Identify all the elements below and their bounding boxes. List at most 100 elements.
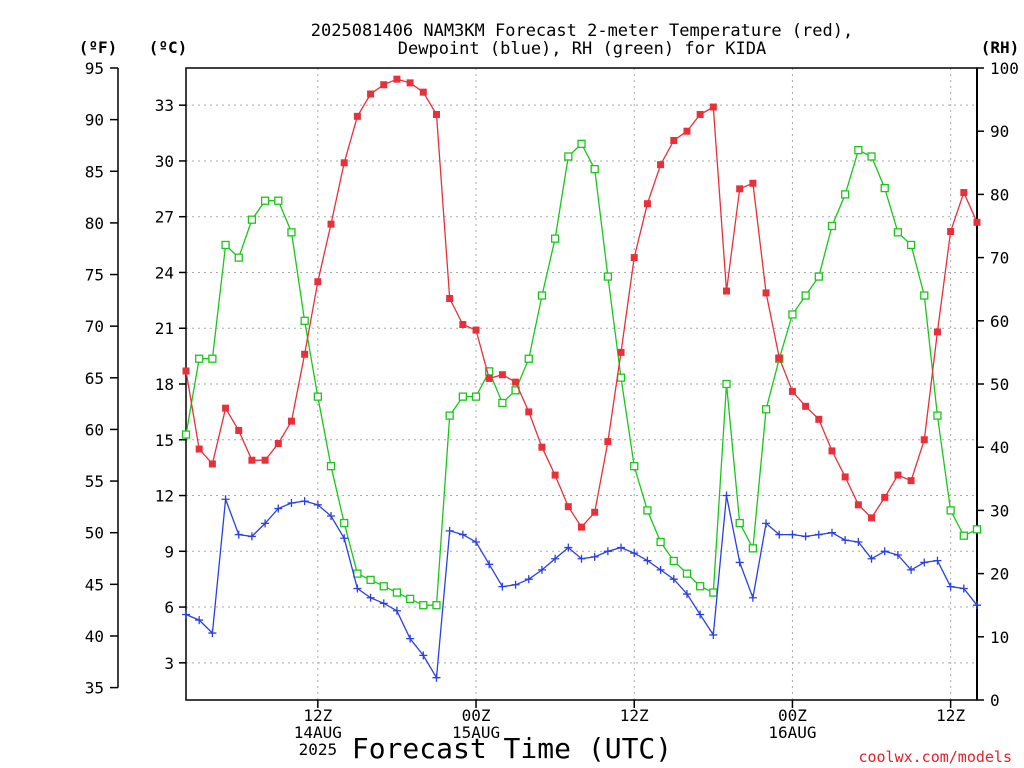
fahrenheit-axis-unit: (ºF)	[79, 38, 118, 57]
dewpoint-point	[775, 530, 784, 539]
rh-tick-label: 90	[990, 122, 1009, 141]
dewpoint-point	[366, 593, 375, 602]
fahrenheit-tick-label: 45	[85, 575, 104, 594]
rh-point	[392, 588, 402, 597]
celsius-tick-label: 3	[164, 654, 174, 673]
temperature-point	[353, 112, 361, 120]
dewpoint-point	[696, 610, 705, 619]
dewpoint-point	[327, 511, 336, 520]
rh-point	[854, 146, 863, 155]
dewpoint-point	[946, 582, 955, 591]
rh-point	[366, 575, 375, 585]
dewpoint-point	[656, 565, 665, 574]
dewpoint-point	[748, 593, 757, 602]
temperature-point	[802, 402, 810, 410]
dewpoint-point	[287, 498, 296, 507]
rh-point	[287, 228, 296, 237]
chart-title: 2025081406 NAM3KM Forecast 2-meter Tempe…	[311, 21, 853, 59]
dewpoint-point	[498, 582, 507, 591]
time-tick-label: 2025	[299, 740, 338, 759]
celsius-tick-label: 24	[155, 263, 174, 282]
dewpoint-point	[182, 610, 190, 619]
dewpoint-point	[564, 543, 573, 552]
dewpoint-point	[247, 532, 256, 541]
fahrenheit-tick-label: 85	[85, 162, 104, 181]
temperature-point	[406, 79, 414, 87]
dewpoint-point	[261, 519, 270, 528]
fahrenheit-tick-label: 50	[85, 524, 104, 543]
rh-point	[274, 196, 283, 205]
temperature-point	[591, 508, 599, 516]
dewpoint-point	[313, 500, 322, 509]
dewpoint-point	[458, 530, 467, 539]
dewpoint-point	[392, 606, 401, 615]
dewpoint-point	[643, 556, 652, 565]
credit-label: coolwx.com/models	[858, 748, 1012, 766]
temperature-point	[683, 127, 691, 135]
rh-point	[485, 367, 494, 376]
dewpoint-point	[722, 491, 731, 500]
temperature-point	[287, 417, 295, 425]
rh-tick-label: 0	[990, 691, 1000, 710]
celsius-tick-label: 30	[155, 152, 174, 171]
dewpoint-point	[907, 565, 916, 574]
temperature-point	[815, 415, 823, 423]
rh-point	[353, 569, 362, 578]
rh-point	[379, 582, 388, 591]
dewpoint-point	[511, 580, 520, 589]
rh-tick-label: 70	[990, 249, 1009, 268]
rh-point	[537, 291, 547, 300]
dewpoint-point	[445, 526, 454, 535]
rh-point	[880, 183, 889, 193]
rh-line	[185, 142, 978, 606]
temperature-point	[578, 523, 585, 531]
rh-point	[340, 518, 349, 528]
rh-point	[669, 556, 678, 566]
dewpoint-point	[682, 590, 691, 599]
rh-point	[471, 392, 481, 401]
time-tick-label: 12Z	[303, 706, 332, 725]
rh-point	[748, 544, 758, 553]
temperature-point	[208, 460, 216, 468]
temperature-point	[604, 438, 612, 446]
temperature-point	[657, 161, 665, 169]
dewpoint-point	[827, 528, 836, 537]
rh-point	[709, 588, 718, 597]
chart-title-line-1: 2025081406 NAM3KM Forecast 2-meter Tempe…	[311, 21, 853, 41]
temperature-point	[472, 326, 480, 334]
dewpoint-point	[762, 519, 771, 528]
fahrenheit-tick-label: 70	[85, 317, 104, 336]
temperature-point	[512, 378, 520, 386]
dewpoint-point	[880, 547, 889, 556]
rh-point	[827, 221, 837, 231]
temperature-point	[709, 103, 717, 111]
rh-point	[208, 354, 217, 363]
rh-point	[550, 234, 560, 243]
rh-point	[247, 215, 257, 224]
series-temperature	[182, 75, 981, 531]
dewpoint-point	[933, 556, 942, 565]
rh-point	[761, 405, 771, 414]
rh-point	[326, 462, 336, 471]
temperature-point	[551, 471, 559, 479]
rh-point	[841, 190, 850, 199]
temperature-point	[485, 374, 493, 382]
fahrenheit-tick-label: 40	[85, 627, 104, 646]
temperature-point	[446, 294, 454, 302]
temperature-point	[301, 350, 309, 358]
plot-area	[181, 75, 982, 682]
dewpoint-point	[709, 630, 718, 639]
rh-point	[181, 430, 191, 439]
celsius-tick-label: 33	[155, 96, 174, 115]
time-tick-label: 16AUG	[768, 723, 816, 742]
temperature-point	[195, 445, 203, 453]
rh-point	[432, 601, 441, 610]
dewpoint-point	[551, 554, 560, 563]
rh-point	[722, 379, 731, 389]
dewpoint-point	[472, 538, 481, 546]
dewpoint-point	[524, 575, 533, 584]
rh-point	[801, 291, 810, 300]
temperature-point	[670, 136, 678, 144]
dewpoint-point	[379, 599, 388, 608]
rh-point	[630, 462, 639, 471]
